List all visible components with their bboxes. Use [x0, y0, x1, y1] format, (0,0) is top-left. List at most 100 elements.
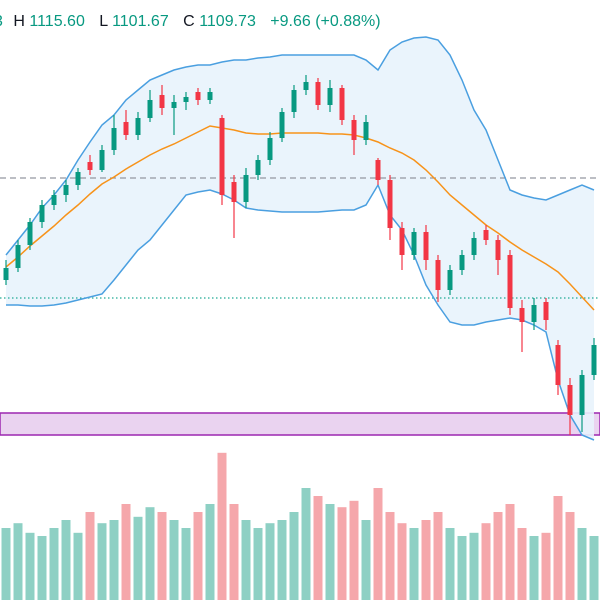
candle-body: [543, 302, 549, 320]
candle-body: [111, 128, 117, 150]
candle-body: [99, 150, 105, 170]
volume-bar: [169, 520, 179, 600]
candle-body: [207, 92, 213, 100]
candle-body: [459, 255, 465, 270]
high-value: 1115.60: [29, 13, 85, 30]
volume-bar: [469, 532, 479, 600]
volume-bar: [193, 512, 203, 600]
volume-bar: [229, 504, 239, 600]
candle-body: [435, 260, 441, 290]
volume-bar: [589, 536, 599, 600]
candle-body: [555, 345, 561, 385]
volume-bar: [553, 496, 563, 600]
volume-bar: [373, 488, 383, 600]
volume-bar: [541, 532, 551, 600]
volume-bar: [337, 507, 347, 600]
low-label: L: [99, 13, 108, 30]
candle-body: [219, 118, 225, 195]
band-lower: [6, 183, 595, 441]
volume-bar: [493, 512, 503, 600]
volume-bar: [97, 523, 107, 600]
candle-body: [387, 180, 393, 228]
price-zone: [0, 412, 600, 436]
close-label: C: [183, 13, 195, 30]
candle-body: [483, 230, 489, 240]
candle-body: [303, 82, 309, 90]
candle-body: [507, 255, 513, 308]
volume-bar: [349, 500, 359, 600]
volume-bar: [361, 520, 371, 600]
candle-body: [39, 205, 45, 222]
band-fill: [6, 37, 594, 440]
candle-body: [27, 222, 33, 245]
candle-body: [375, 160, 381, 180]
change-value: +9.66 (+0.88%): [270, 13, 380, 30]
volume-bar: [313, 496, 323, 600]
candle-body: [363, 122, 369, 140]
candle-body: [531, 305, 537, 322]
ohlc-header: 3 H 1115.60 L 1101.67 C 1109.73 +9.66 (+…: [0, 13, 381, 30]
volume-bar: [217, 452, 227, 600]
candle-body: [267, 138, 273, 160]
candle-body: [135, 118, 141, 135]
volume-bar: [289, 512, 299, 600]
candle-body: [567, 385, 573, 415]
candle-body: [171, 102, 177, 108]
candle-body: [147, 100, 153, 118]
volume-bar: [205, 504, 215, 600]
volume-bar: [133, 516, 143, 600]
band-middle: [5, 125, 595, 311]
volume-bar: [241, 520, 251, 600]
candle-body: [579, 375, 585, 415]
volume-bar: [181, 528, 191, 600]
candle-body: [339, 88, 345, 120]
candle-body: [51, 195, 57, 205]
candle-body: [231, 182, 237, 202]
volume-bar: [13, 523, 23, 600]
volume-bar: [397, 523, 407, 600]
volume-bar: [529, 536, 539, 600]
volume-bar: [445, 528, 455, 600]
volume-bar: [265, 523, 275, 600]
volume-bar: [565, 512, 575, 600]
volume-bar: [253, 528, 263, 600]
volume-bar: [61, 520, 71, 600]
volume-bar: [25, 532, 35, 600]
volume-bar: [49, 528, 59, 600]
candle-body: [315, 82, 321, 105]
volume-bar: [433, 512, 443, 600]
high-label: H: [13, 13, 25, 30]
candle-body: [291, 90, 297, 112]
close-value: 1109.73: [199, 13, 256, 30]
volume-bar: [385, 512, 395, 600]
volume-bar: [301, 488, 311, 600]
candle-body: [75, 172, 81, 185]
volume-bar: [409, 528, 419, 600]
volume-bar: [121, 504, 131, 600]
candle-body: [327, 88, 333, 105]
volume-bar: [157, 512, 167, 600]
candle-body: [123, 122, 129, 135]
volume-bar: [1, 528, 11, 600]
candle-body: [63, 185, 69, 195]
low-value: 1101.67: [112, 13, 169, 30]
candle-body: [399, 228, 405, 255]
candle-body: [255, 160, 261, 175]
volume-bar: [421, 520, 431, 600]
open-fragment: 3: [0, 13, 3, 30]
candle-body: [495, 240, 501, 260]
volume-bar: [85, 512, 95, 600]
band-upper: [5, 36, 595, 256]
plot: [0, 36, 600, 600]
volume-bar: [73, 532, 83, 600]
candle-body: [183, 97, 189, 102]
volume-bar: [325, 504, 335, 600]
candle-body: [159, 95, 165, 108]
candle-body: [243, 175, 249, 202]
candle-body: [423, 232, 429, 260]
candle-body: [15, 245, 21, 268]
volume-bar: [145, 507, 155, 600]
candle-body: [591, 345, 597, 375]
header-backdrop: [0, 8, 420, 36]
